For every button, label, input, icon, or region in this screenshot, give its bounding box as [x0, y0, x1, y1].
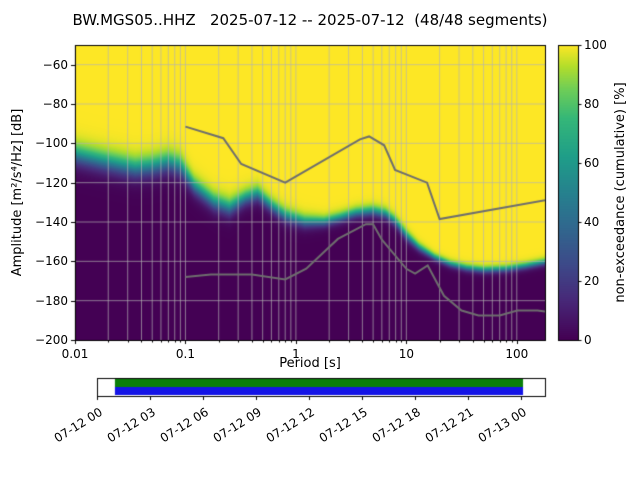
y-tick-label: −60: [42, 57, 68, 72]
colorbar-tick-label: 40: [584, 215, 600, 229]
y-tick-label: −200: [35, 333, 68, 347]
x-tick-label: 0.01: [61, 347, 89, 361]
chart-title: BW.MGS05..HHZ 2025-07-12 -- 2025-07-12 (…: [72, 11, 548, 29]
y-tick-label: −140: [35, 215, 68, 229]
x-tick-label: 100: [505, 347, 529, 361]
x-axis-label: Period [s]: [279, 356, 341, 371]
y-axis-label: Amplitude [m²/s⁴/Hz] [dB]: [10, 108, 25, 277]
colorbar-tick-label: 60: [584, 156, 600, 170]
colorbar-tick-label: 20: [584, 274, 600, 288]
y-tick-label: −120: [35, 175, 68, 190]
colorbar-label: non-exceedance (cumulative) [%]: [613, 82, 628, 303]
x-tick-label: 0.1: [175, 347, 195, 361]
x-tick-label: 10: [398, 347, 414, 361]
colorbar-tick-label: 100: [584, 38, 607, 52]
colorbar-tick-label: 80: [584, 97, 600, 111]
y-tick-label: −100: [35, 136, 68, 151]
colorbar-tick-label: 0: [584, 333, 592, 347]
y-tick-label: −160: [35, 254, 68, 269]
x-tick-label: 1: [292, 347, 300, 361]
y-tick-label: −180: [35, 293, 68, 308]
y-tick-label: −80: [42, 97, 68, 111]
